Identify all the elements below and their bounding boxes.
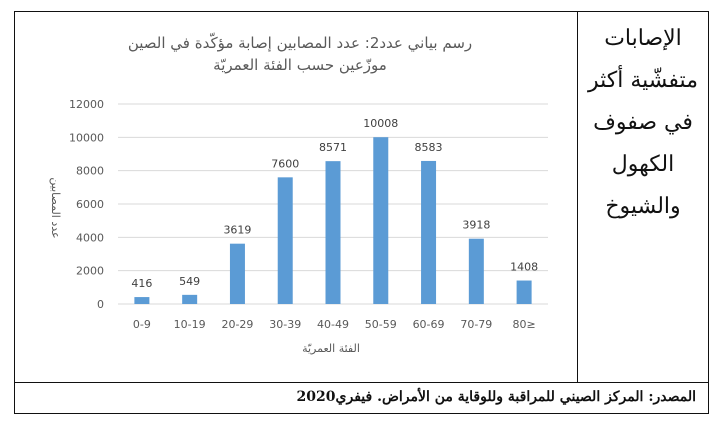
bar-chart: رسم بياني عدد2: عدد المصابين إصابة مؤكّد… [49, 32, 548, 355]
bar [325, 161, 341, 304]
data-label: 1408 [510, 261, 538, 274]
data-label: 549 [179, 275, 200, 288]
x-tick-label: 40-49 [317, 318, 349, 331]
bar [229, 243, 245, 304]
side-line-4: الكهول [611, 152, 675, 177]
figure-frame: الإصابات متفشّية أكثر في صفوف الكهول وال… [14, 11, 709, 414]
y-tick-label: 8000 [76, 165, 104, 178]
bar [182, 294, 198, 304]
bar [134, 297, 150, 304]
bars [134, 137, 532, 304]
side-line-2: متفشّية أكثر [588, 68, 698, 93]
y-axis-label: عدد المصابين [49, 177, 62, 238]
data-label: 3619 [223, 224, 251, 237]
y-tick-labels: 0 2000 4000 6000 8000 10000 12000 [69, 98, 104, 311]
y-tick-label: 10000 [69, 131, 104, 144]
x-tick-label: 80≥ [513, 318, 536, 331]
side-line-3: في صفوف [593, 110, 693, 135]
y-tick-label: 6000 [76, 198, 104, 211]
side-line-1: الإصابات [604, 26, 682, 51]
data-label: 8583 [415, 141, 443, 154]
data-label: 8571 [319, 141, 347, 154]
x-tick-label: 60-69 [413, 318, 445, 331]
chart-subtitle: موزّعين حسب الفئة العمريّة [213, 56, 387, 74]
bar [373, 137, 389, 304]
y-tick-label: 0 [97, 298, 104, 311]
x-tick-label: 10-19 [174, 318, 206, 331]
y-tick-label: 4000 [76, 231, 104, 244]
chart-title: رسم بياني عدد2: عدد المصابين إصابة مؤكّد… [128, 32, 472, 53]
x-tick-label: 0-9 [133, 318, 151, 331]
data-label: 3918 [462, 219, 490, 232]
data-label: 416 [131, 277, 152, 290]
bar [516, 280, 532, 304]
source-note: المصدر: المركز الصيني للمراقبة وللوقاية … [15, 382, 708, 413]
data-label: 7600 [271, 157, 299, 170]
side-line-5: والشيوخ [605, 194, 681, 219]
side-caption: الإصابات متفشّية أكثر في صفوف الكهول وال… [577, 12, 708, 382]
data-label: 10008 [363, 117, 398, 130]
bar [277, 177, 293, 304]
y-tick-label: 2000 [76, 265, 104, 278]
x-tick-label: 70-79 [460, 318, 492, 331]
x-axis-label: الفئة العمريّة [302, 342, 360, 355]
x-tick-label: 20-29 [221, 318, 253, 331]
y-tick-label: 12000 [69, 98, 104, 111]
data-labels: 416 549 3619 7600 8571 10008 8583 3918 1408 [131, 117, 538, 290]
x-tick-labels: 0-9 10-19 20-29 30-39 40-49 50-59 60-69 70-79 80… [133, 318, 536, 331]
bar [421, 160, 437, 304]
bar [468, 238, 484, 304]
x-tick-label: 30-39 [269, 318, 301, 331]
x-tick-label: 50-59 [365, 318, 397, 331]
